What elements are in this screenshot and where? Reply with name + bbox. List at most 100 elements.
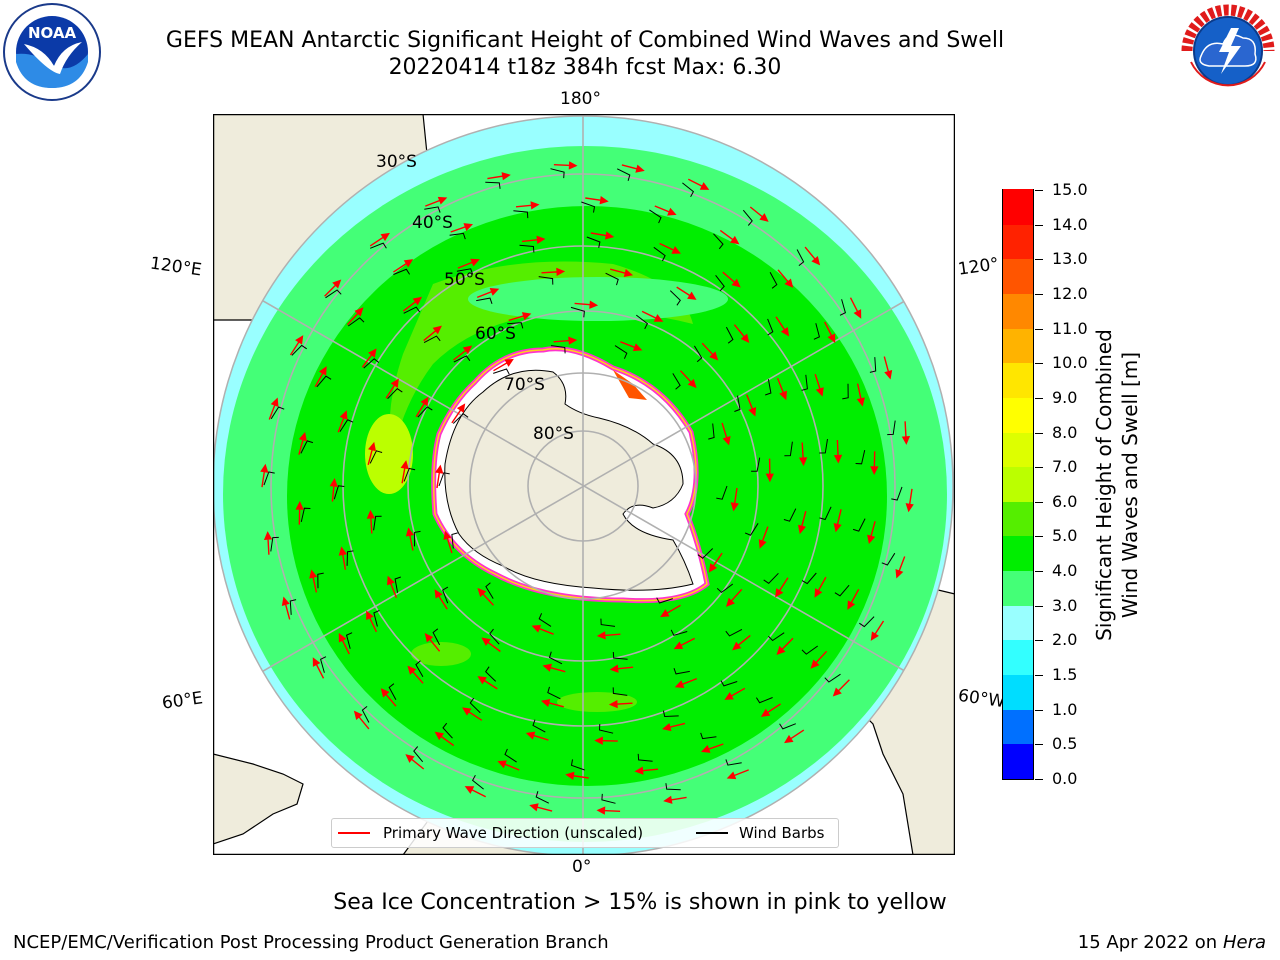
wave-direction-arrow xyxy=(263,531,273,555)
wind-barb xyxy=(768,632,785,642)
wave-direction-arrow xyxy=(662,722,686,732)
wind-barb xyxy=(842,383,849,400)
wave-direction-arrow xyxy=(338,546,347,570)
wave-direction-arrow xyxy=(434,589,448,610)
wind-barb xyxy=(673,668,690,675)
colorbar-band xyxy=(1003,224,1033,260)
wave-direction-arrow xyxy=(435,464,444,489)
wind-barb xyxy=(424,206,441,213)
wave-direction-arrow xyxy=(849,297,862,319)
wave-direction-arrow xyxy=(870,620,885,641)
wind-barb-label: Wind Barbs xyxy=(739,824,825,842)
colorbar-tick-label: 9.0 xyxy=(1052,387,1078,407)
wind-barb xyxy=(819,506,832,521)
wave-direction-arrow xyxy=(832,679,850,697)
wave-direction-arrow xyxy=(765,458,774,483)
wind-barb xyxy=(403,467,416,482)
wind-barb xyxy=(363,358,380,369)
wave-direction-arrow xyxy=(870,451,879,476)
wind-barb xyxy=(361,706,370,723)
wave-direction-arrow xyxy=(609,664,634,673)
colorbar-tick-label: 0.5 xyxy=(1052,734,1078,754)
wind-barb xyxy=(784,441,793,457)
colorbar-tick xyxy=(1035,259,1043,261)
wave-direction-arrow xyxy=(758,526,769,549)
wind-barb xyxy=(289,599,297,615)
colorbar-tick-label: 2.0 xyxy=(1052,630,1078,650)
colorbar-band xyxy=(1003,570,1033,606)
wave-direction-swatch xyxy=(338,832,370,834)
colorbar-tick xyxy=(1035,397,1043,399)
wave-direction-arrow xyxy=(719,229,740,245)
wave-direction-arrow xyxy=(405,527,415,551)
wind-barb xyxy=(291,344,307,356)
wave-direction-arrow xyxy=(726,588,743,607)
colorbar-band xyxy=(1003,293,1033,329)
wave-direction-arrow xyxy=(298,431,307,455)
wave-direction-arrow xyxy=(565,771,589,781)
wave-direction-arrow xyxy=(590,231,615,240)
wave-direction-arrow xyxy=(732,634,751,651)
wave-direction-arrow xyxy=(775,316,790,337)
wave-direction-arrow xyxy=(905,488,914,513)
colorbar-tick xyxy=(1035,779,1043,780)
wave-direction-arrow xyxy=(451,403,466,424)
wave-direction-arrow xyxy=(749,206,769,222)
wind-barb xyxy=(393,268,411,275)
wave-direction-arrow xyxy=(798,442,808,467)
colorbar-tick-label: 15.0 xyxy=(1052,180,1088,199)
wave-direction-arrow xyxy=(721,422,731,446)
wave-direction-arrow xyxy=(676,286,697,300)
wind-barb xyxy=(662,710,679,718)
wave-direction-arrow xyxy=(531,624,554,635)
wave-direction-arrow xyxy=(724,687,746,700)
wave-direction-arrow xyxy=(634,766,659,775)
noaa-logo: NOAA xyxy=(3,3,101,101)
wind-barb xyxy=(438,472,450,487)
lon-label-60e: 60°E xyxy=(160,688,205,714)
colorbar-tick-label: 13.0 xyxy=(1052,249,1088,269)
wave-direction-arrow xyxy=(366,610,378,633)
wave-direction-arrow xyxy=(385,378,399,399)
wind-barb xyxy=(548,651,563,665)
wind-barb xyxy=(813,323,820,340)
colorbar-tick-label: 12.0 xyxy=(1052,283,1088,303)
wave-direction-arrow xyxy=(329,478,338,502)
wind-barb xyxy=(742,209,753,226)
wave-direction-arrow xyxy=(366,509,376,534)
wind-barb xyxy=(570,306,585,318)
wind-barb xyxy=(413,746,424,763)
wind-barb xyxy=(456,268,474,275)
wave-direction-arrow xyxy=(673,637,696,650)
wave-direction-arrow xyxy=(621,164,645,173)
wave-direction-arrow xyxy=(462,707,483,721)
wind-barb xyxy=(339,419,354,432)
wind-barb xyxy=(693,345,703,363)
colorbar-tick-label: 10.0 xyxy=(1052,353,1088,373)
wind-barb xyxy=(855,449,866,465)
colorbar-label-line1: Significant Height of Combined xyxy=(1092,329,1116,641)
wave-direction-arrow xyxy=(824,321,836,344)
wind-barb xyxy=(765,379,772,396)
wind-barb xyxy=(485,582,494,599)
wind-barb xyxy=(716,583,734,594)
wind-barb xyxy=(616,168,631,181)
colorbar-tick xyxy=(1035,709,1043,711)
wind-barb xyxy=(649,209,662,224)
wind-barb xyxy=(570,759,585,771)
wave-direction-arrow xyxy=(464,786,487,798)
wind-barb xyxy=(720,680,738,687)
wind-barb xyxy=(881,552,896,566)
wave-direction-arrow xyxy=(620,341,643,352)
wind-barb xyxy=(417,406,433,418)
wave-direction-arrow xyxy=(674,677,698,688)
wave-direction-arrow xyxy=(361,348,377,368)
colorbar-tick-label: 7.0 xyxy=(1052,457,1078,477)
colorbar-tick-label: 8.0 xyxy=(1052,422,1078,442)
wave-direction-arrow xyxy=(708,552,723,573)
wind-barb xyxy=(767,318,774,336)
lat-label-80s: 80°S xyxy=(533,424,574,444)
wind-barb xyxy=(316,375,332,388)
footer-date-text: 15 Apr 2022 on xyxy=(1077,932,1223,953)
wind-barb xyxy=(801,374,808,391)
